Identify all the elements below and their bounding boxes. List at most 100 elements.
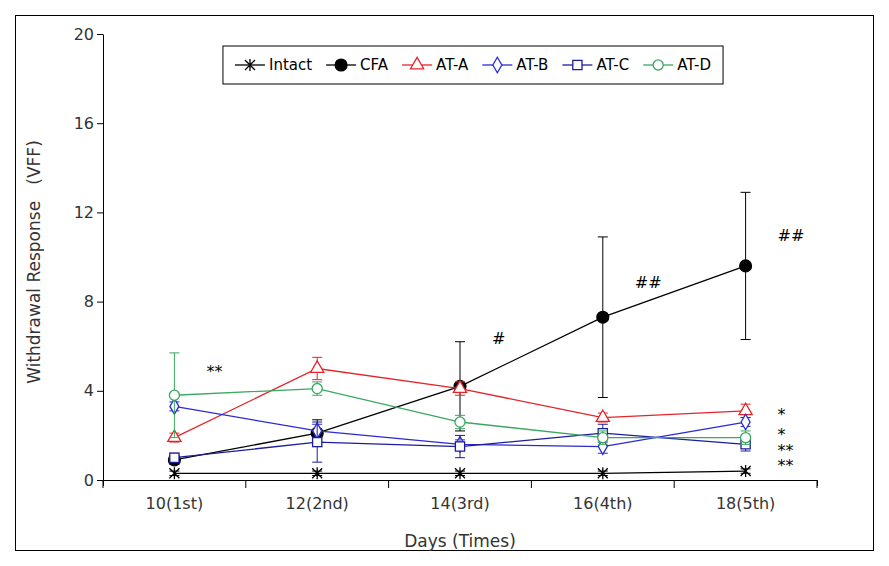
error-bar — [312, 382, 322, 395]
error-bar — [741, 192, 751, 339]
x-band-separator — [103, 480, 104, 488]
data-point — [596, 410, 609, 421]
data-point — [312, 467, 322, 479]
error-bar-path — [741, 431, 751, 444]
data-point — [312, 384, 322, 394]
legend-entry: AT-D — [643, 56, 711, 74]
error-bar — [598, 237, 608, 398]
annotation: * — [778, 405, 786, 424]
error-bar-path — [455, 435, 465, 457]
y-tick: 16 — [74, 114, 103, 133]
x-tick-label: 16(4th) — [573, 494, 632, 513]
y-tick: 0 — [84, 471, 103, 490]
error-bar — [169, 353, 179, 438]
series — [169, 399, 750, 455]
x-band-separator — [817, 480, 818, 488]
x-tick-label: 18(5th) — [716, 494, 775, 513]
x-band-separator — [388, 480, 389, 488]
x-tick: 18(5th) — [716, 480, 775, 513]
y-tick-mark — [97, 391, 103, 392]
legend-entry: Intact — [235, 56, 312, 74]
annotation: ** — [206, 362, 222, 381]
x-tick-label: 12(2nd) — [286, 494, 349, 513]
x-tick: 10(1st) — [146, 480, 204, 513]
series — [169, 465, 750, 479]
data-point — [455, 467, 465, 479]
series-line — [174, 369, 745, 438]
data-point — [741, 433, 751, 443]
series-line — [174, 389, 745, 438]
legend-marker — [245, 59, 255, 71]
data-point — [741, 414, 750, 430]
series-line — [174, 433, 745, 458]
legend-marker — [653, 60, 663, 70]
x-band-separator — [531, 480, 532, 488]
legend-marker — [493, 57, 502, 73]
y-tick-label: 16 — [74, 114, 94, 133]
y-tick-mark — [97, 212, 103, 213]
error-bar-path — [169, 353, 179, 438]
legend: Intact CFA AT-A AT-B AT-C AT-D — [223, 46, 723, 84]
y-tick-label: 20 — [74, 25, 94, 44]
error-bar-path — [741, 192, 751, 339]
legend-label: AT-C — [596, 56, 629, 74]
legend-label: Intact — [269, 56, 312, 74]
error-bar — [312, 422, 322, 462]
data-point — [453, 381, 466, 392]
series — [168, 192, 751, 466]
data-point — [598, 467, 608, 479]
y-tick-mark — [97, 302, 103, 303]
y-tick-label: 0 — [84, 471, 94, 490]
y-tick: 12 — [74, 203, 103, 222]
x-axis: 10(1st) 12(2nd) 14(3rd) 16(4th) 18(5th) — [104, 480, 818, 513]
legend-label: AT-A — [436, 56, 469, 74]
legend-box — [223, 46, 723, 84]
data-point — [598, 433, 608, 443]
annotation: ** — [778, 456, 794, 475]
legend-label: CFA — [360, 56, 389, 74]
data-point — [311, 361, 324, 372]
y-tick: 20 — [74, 25, 103, 44]
y-tick-label: 8 — [84, 292, 94, 311]
annotation: ## — [635, 273, 662, 292]
y-axis-title: Withdrawal Response (VFF) — [24, 140, 44, 384]
series-line — [174, 266, 745, 460]
x-tick-label: 10(1st) — [146, 494, 204, 513]
legend-label: AT-D — [677, 56, 711, 74]
y-tick-label: 12 — [74, 203, 94, 222]
y-tick-label: 4 — [84, 381, 94, 400]
error-bar — [598, 424, 608, 442]
y-tick: 8 — [84, 292, 103, 311]
legend-label: AT-B — [516, 56, 548, 74]
plot-area — [168, 192, 752, 479]
data-point — [741, 465, 751, 477]
error-bar — [169, 453, 179, 462]
legend-marker — [411, 57, 424, 68]
data-point — [313, 437, 322, 446]
error-bar — [741, 431, 751, 444]
x-band-separator — [245, 480, 246, 488]
x-tick: 12(2nd) — [286, 480, 349, 513]
x-tick-label: 14(3rd) — [430, 494, 489, 513]
error-bar — [598, 431, 608, 444]
x-tick: 16(4th) — [573, 480, 632, 513]
annotation: ## — [778, 226, 805, 245]
annotation: # — [492, 329, 505, 348]
error-bar-path — [598, 237, 608, 398]
figure-frame — [16, 16, 874, 551]
error-bar — [455, 415, 465, 428]
legend-entry: AT-C — [562, 56, 629, 74]
x-axis-title: Days (Times) — [404, 531, 516, 551]
legend-marker — [573, 60, 582, 69]
y-tick-mark — [97, 480, 103, 481]
error-bar-path — [312, 382, 322, 395]
chart-svg: 0 4 8 12 16 20 10(1st) 12(2nd) 14(3rd) 16(4th) 18(… — [0, 0, 889, 566]
chart-container: 0 4 8 12 16 20 10(1st) 12(2nd) 14(3rd) 16(4th) 18(… — [0, 0, 889, 566]
x-axis-line — [104, 481, 818, 487]
data-point — [169, 390, 179, 400]
data-point — [169, 467, 179, 479]
data-point — [597, 311, 609, 323]
error-bar — [455, 435, 465, 457]
y-axis: 0 4 8 12 16 20 — [74, 25, 104, 490]
error-bar-path — [455, 415, 465, 428]
